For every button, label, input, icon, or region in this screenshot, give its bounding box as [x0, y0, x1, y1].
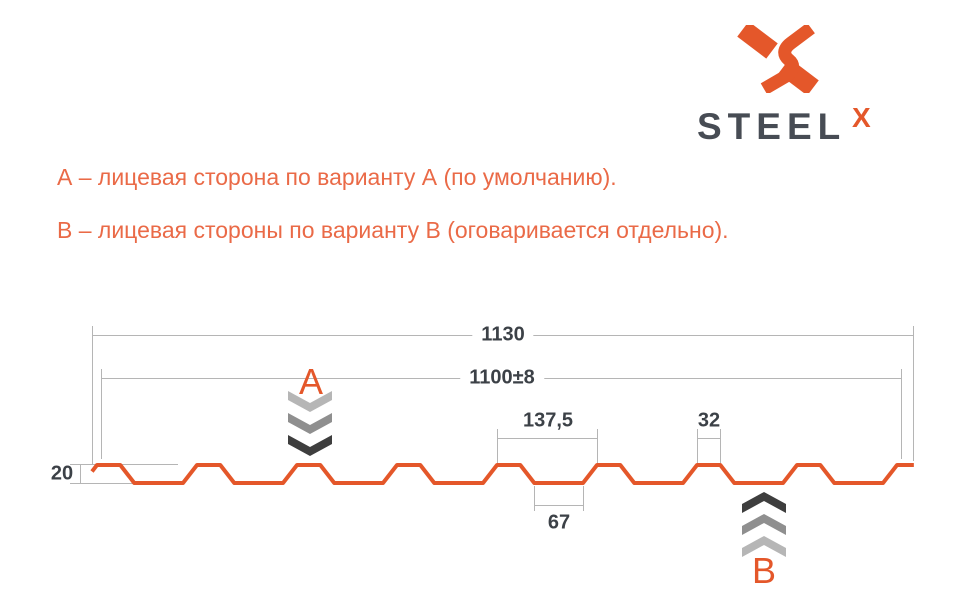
chevron-up-icon — [742, 514, 786, 535]
chevron-up-icon — [742, 492, 786, 513]
dim-label-rib-top: 32 — [697, 409, 721, 432]
chevron-up-icon — [742, 536, 786, 557]
variant-a-chevrons-icon — [288, 391, 332, 456]
profile-outline — [90, 463, 914, 485]
variant-b-chevrons-icon — [742, 492, 786, 557]
dim-label-overall-width: 1130 — [472, 323, 534, 347]
note-variant-a: А – лицевая сторона по варианту А (по ум… — [57, 164, 617, 190]
note-variant-b: В – лицевая стороны по варианту В (огова… — [57, 217, 729, 243]
logo-mark-top-left-bar — [737, 25, 778, 59]
logo-x-mark-icon — [737, 25, 819, 93]
dim-label-cover-width: 1100±8 — [460, 366, 544, 390]
dimension-lines — [70, 326, 914, 511]
chevron-down-icon — [288, 391, 332, 412]
dim-label-profile-height: 20 — [50, 462, 74, 485]
variant-b-label: В — [751, 550, 777, 591]
logo-mark-weave-band — [760, 25, 815, 93]
chevron-down-icon — [288, 435, 332, 456]
chevron-down-icon — [288, 413, 332, 434]
variant-a-label: А — [298, 361, 324, 402]
dim-label-rib-pitch: 137,5 — [522, 409, 574, 432]
logo-steel-text: STEEL — [697, 106, 847, 147]
logo-x-text: X — [852, 102, 871, 133]
dim-label-valley-width: 67 — [547, 511, 571, 534]
